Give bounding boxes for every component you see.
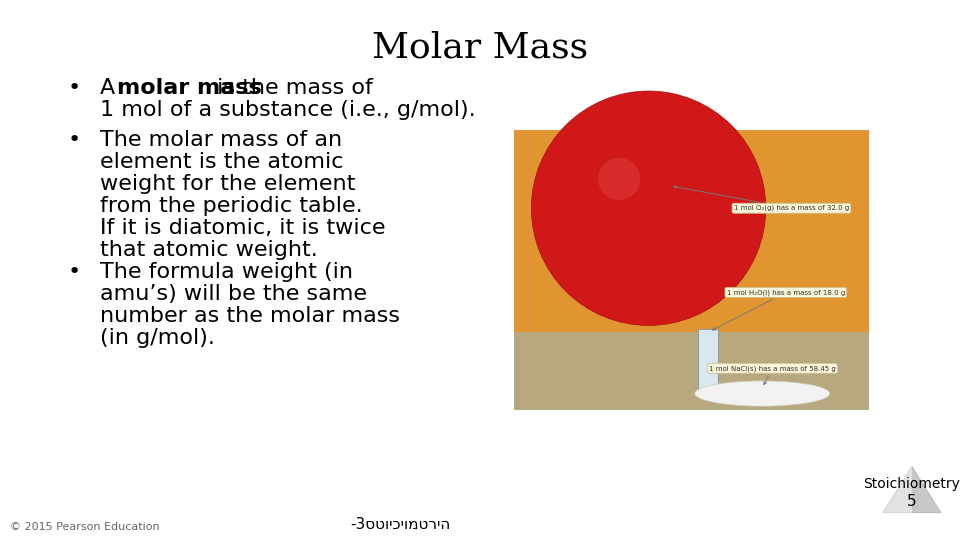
Text: amu’s) will be the same: amu’s) will be the same [100, 284, 367, 304]
Text: 1 mol NaCl(s) has a mass of 58.45 g: 1 mol NaCl(s) has a mass of 58.45 g [708, 365, 836, 384]
Text: is the mass of: is the mass of [210, 78, 372, 98]
Text: The formula weight (in: The formula weight (in [100, 262, 353, 282]
Text: number as the molar mass: number as the molar mass [100, 306, 400, 326]
Text: (in g/mol).: (in g/mol). [100, 328, 215, 348]
Text: Molar Mass: Molar Mass [372, 30, 588, 64]
Text: 1 mol of a substance (i.e., g/mol).: 1 mol of a substance (i.e., g/mol). [100, 100, 475, 120]
Text: 1 mol H₂O(l) has a mass of 18.0 g: 1 mol H₂O(l) has a mass of 18.0 g [712, 289, 845, 330]
Ellipse shape [695, 381, 829, 406]
Text: The molar mass of an: The molar mass of an [100, 130, 342, 150]
Text: If it is diatomic, it is twice: If it is diatomic, it is twice [100, 218, 386, 238]
Text: element is the atomic: element is the atomic [100, 152, 344, 172]
Text: A: A [100, 78, 122, 98]
Bar [698, 329, 718, 391]
Polygon shape [883, 467, 941, 512]
Text: 5: 5 [907, 495, 917, 510]
Text: that atomic weight.: that atomic weight. [100, 240, 318, 260]
Text: from the periodic table.: from the periodic table. [100, 196, 363, 216]
Text: •: • [68, 262, 82, 282]
Text: weight for the element: weight for the element [100, 174, 355, 194]
Text: Stoichiometry: Stoichiometry [864, 477, 960, 491]
Bar [514, 332, 869, 410]
Text: •: • [68, 78, 82, 98]
Polygon shape [883, 467, 912, 512]
Circle shape [532, 91, 766, 326]
Bar [514, 130, 869, 332]
Text: © 2015 Pearson Education: © 2015 Pearson Education [10, 522, 159, 532]
Text: -3סטויכיומטריה: -3סטויכיומטריה [349, 517, 450, 532]
Text: 1 mol O₂(g) has a mass of 32.0 g: 1 mol O₂(g) has a mass of 32.0 g [674, 186, 849, 212]
Text: •: • [68, 130, 82, 150]
Text: molar mass: molar mass [117, 78, 262, 98]
Circle shape [598, 158, 640, 200]
